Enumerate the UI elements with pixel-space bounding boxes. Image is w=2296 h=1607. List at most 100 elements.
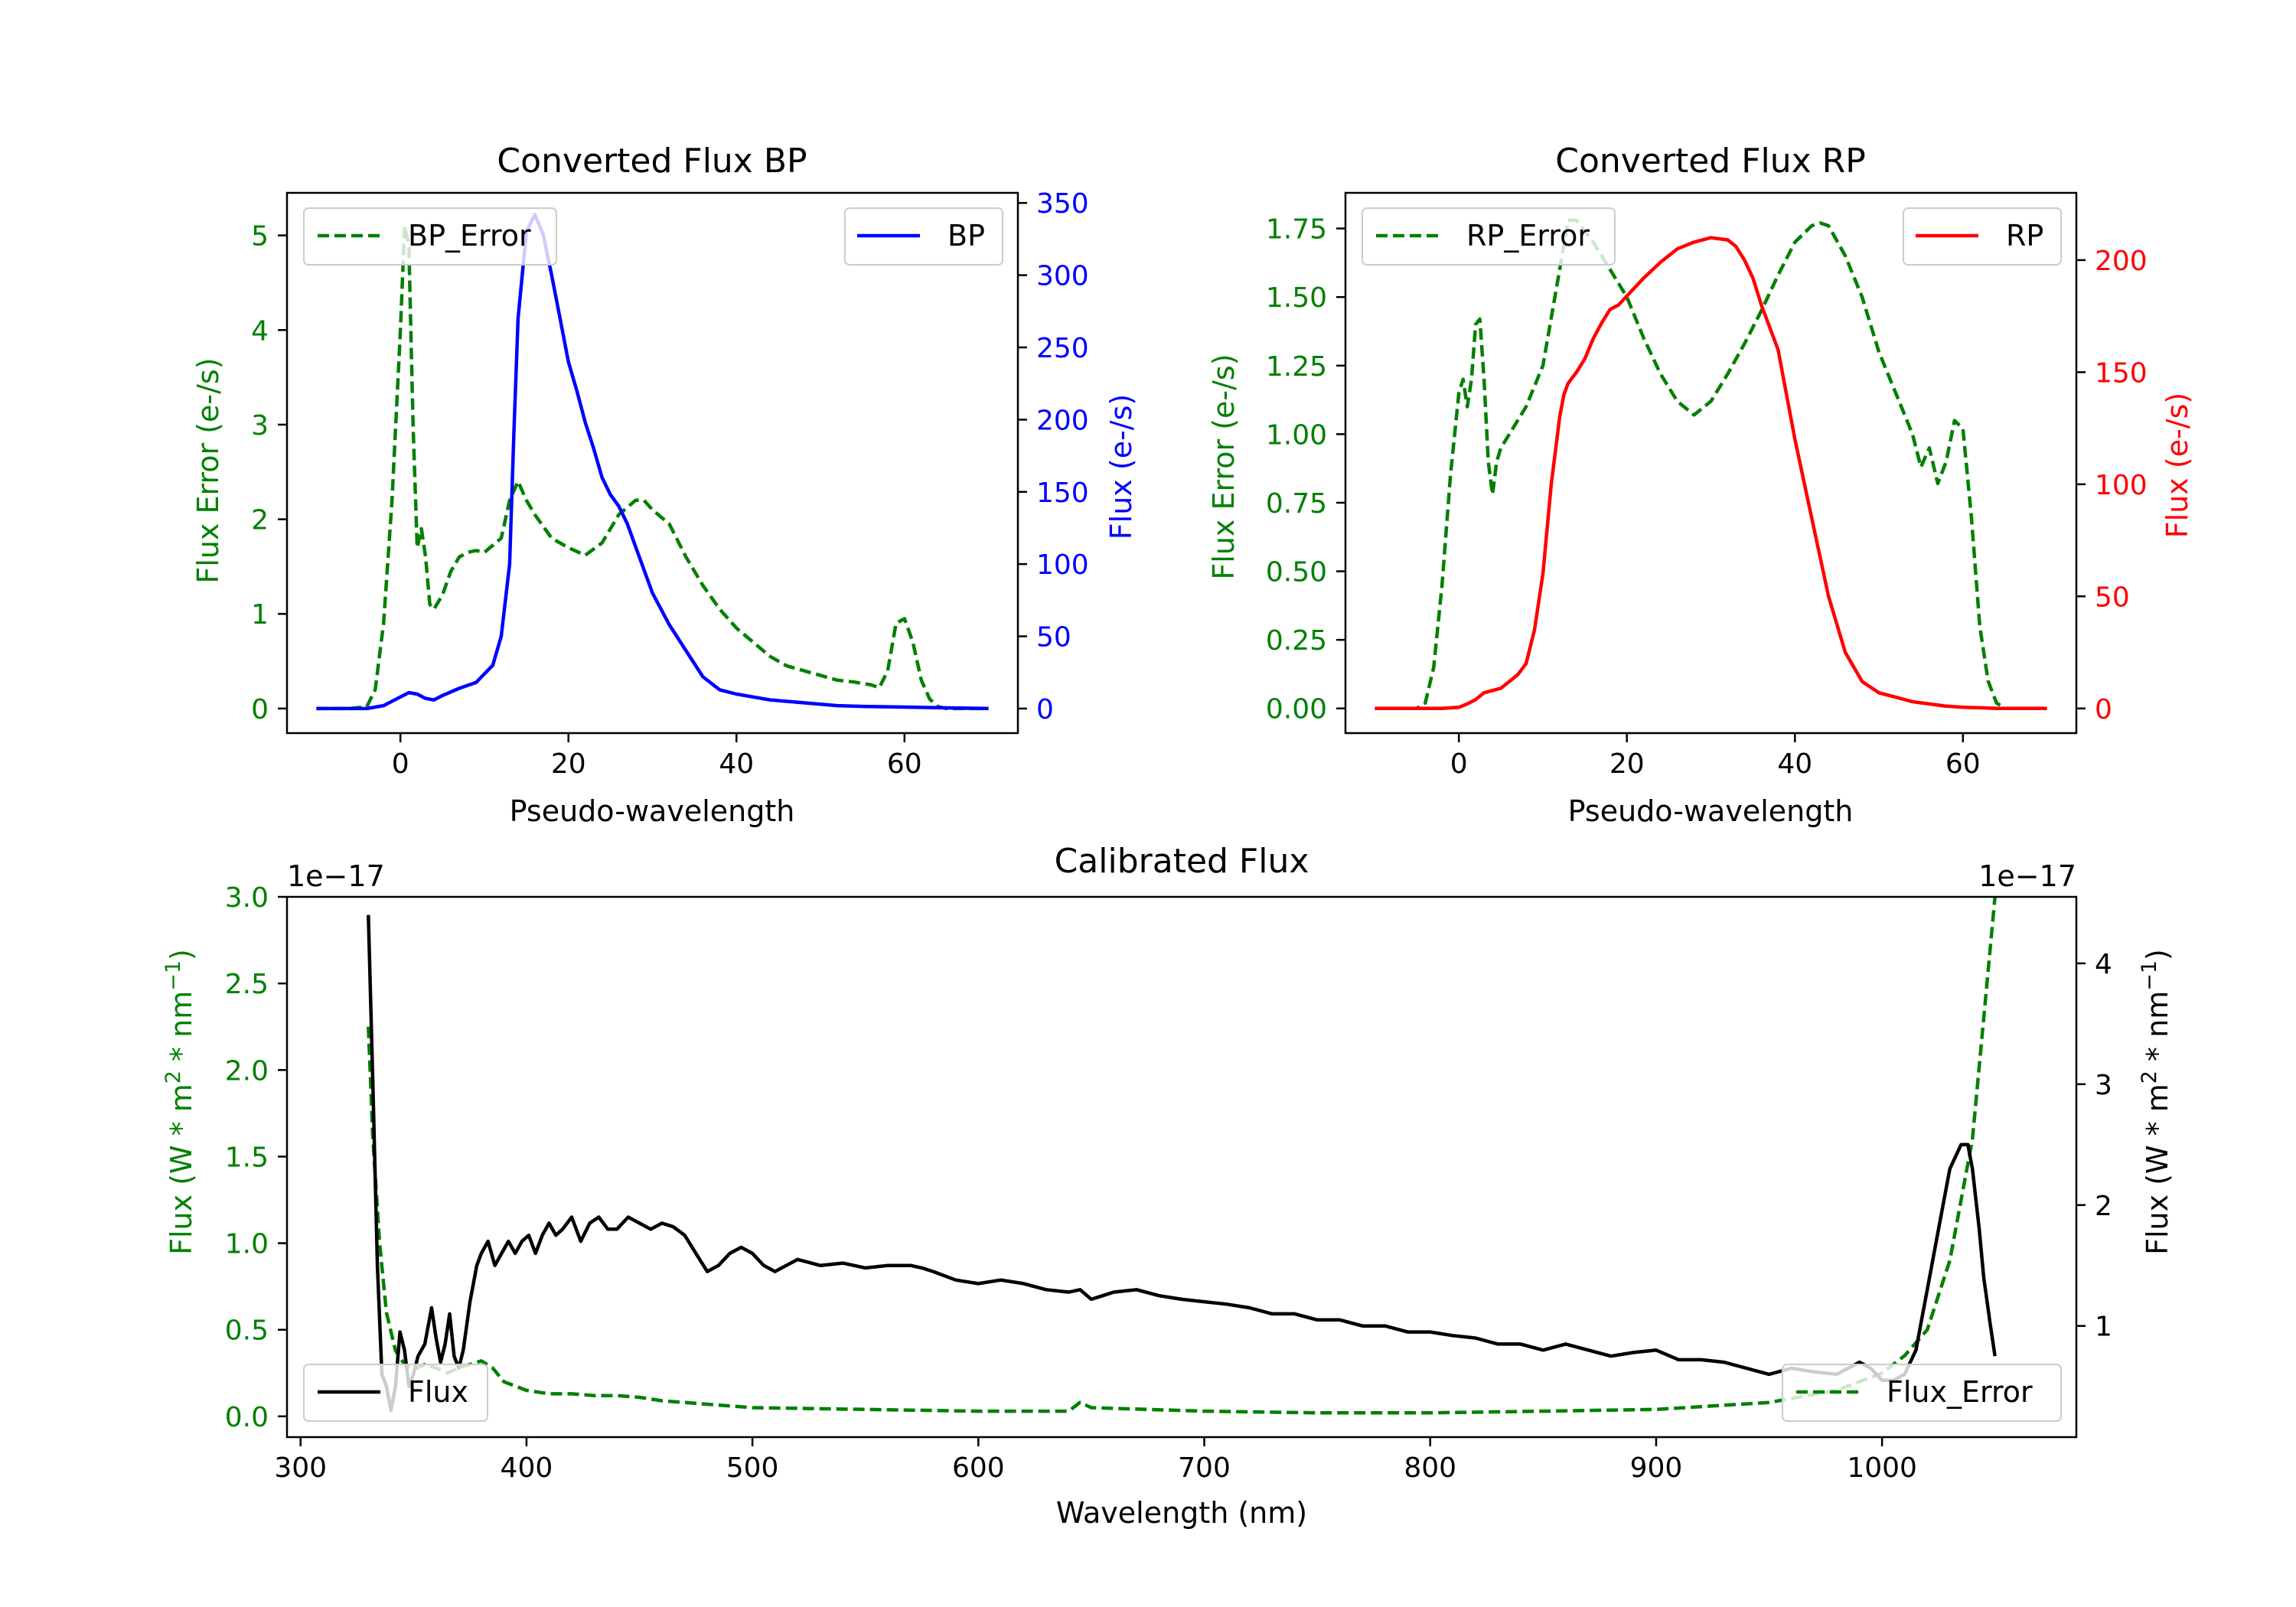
cal-y-left-tick-label: 1.5 [225,1142,269,1173]
cal-y-right-tick-label: 2 [2095,1191,2112,1222]
cal-panel: Calibrated Flux Wavelength (nm) 1e−17 1e… [161,842,2174,1530]
cal-y-right-tick-label: 3 [2095,1070,2112,1101]
bp-y-right-tick-label: 150 [1036,478,1089,509]
rp-y-left-tick-label: 0.75 [1266,488,1327,520]
rp-title: Converted Flux RP [1555,142,1866,181]
cal-y-left-tick-label: 0.5 [225,1315,269,1347]
cal-series-flux-error [367,897,1997,1415]
cal-ylabel-right-supm1: −1 [2138,960,2161,991]
cal-offset-left: 1e−17 [287,859,385,893]
cal-plot-frame [285,895,2078,1439]
rp-x-tick-label: 40 [1777,748,1812,780]
cal-offset-right: 1e−17 [1978,859,2076,893]
cal-x-tick-label: 600 [952,1452,1005,1484]
cal-ylabel-left-supm1: −1 [161,960,185,991]
bp-title: Converted Flux BP [497,142,807,181]
cal-legend-flux: Flux [303,1364,488,1422]
cal-x-tick-label: 800 [1404,1452,1456,1484]
rp-x-ticks: 0 20 40 60 [1450,733,1981,780]
cal-y-right-tick-label: 1 [2095,1312,2112,1343]
bp-y-right-tick-label: 100 [1036,549,1089,581]
cal-legend-error-label: Flux_Error [1887,1375,2033,1409]
cal-series-flux [367,914,1997,1413]
cal-ylabel-left-main: Flux (W * m [165,1084,198,1255]
rp-legend-error: RP_Error [1362,207,1616,266]
bp-x-tick-label: 60 [887,748,922,780]
cal-title: Calibrated Flux [1055,842,1309,881]
cal-ylabel-left-rest: * nm [165,991,198,1071]
rp-y-left-tick-label: 0.00 [1266,694,1327,725]
bp-y-left-tick-label: 4 [251,315,269,347]
cal-legend-error: Flux_Error [1782,1364,2062,1422]
bp-y-left-tick-label: 0 [251,694,269,725]
bp-series [316,213,989,711]
bp-y-ticks-right: 0 50 100 150 200 250 300 350 [1018,188,1089,725]
bp-y-left-tick-label: 5 [251,221,269,253]
cal-y-left-tick-label: 0.0 [225,1402,269,1433]
bp-xlabel: Pseudo-wavelength [510,794,795,828]
rp-y-left-tick-label: 1.25 [1266,351,1327,383]
rp-y-right-tick-label: 200 [2095,246,2148,277]
cal-ylabel-right-rest: * nm [2141,991,2174,1071]
rp-series [1375,218,2047,711]
rp-y-left-tick-label: 0.50 [1266,557,1327,588]
cal-legend-flux-label: Flux [408,1375,468,1409]
bp-plot-frame [285,191,1019,735]
rp-y-right-tick-label: 0 [2095,694,2112,725]
cal-y-ticks-left: 0.0 0.5 1.0 1.5 2.0 2.5 3.0 [225,882,287,1433]
rp-y-ticks-left: 0.00 0.25 0.50 0.75 1.00 1.25 1.50 1.75 [1266,214,1345,725]
bp-y-right-tick-label: 200 [1036,405,1089,436]
bp-ylabel-left: Flux Error (e-/s) [191,357,225,583]
rp-legend-flux-label: RP [2006,219,2043,253]
rp-y-left-tick-label: 1.00 [1266,419,1327,451]
rp-y-left-tick-label: 1.75 [1266,214,1327,246]
rp-y-left-tick-label: 1.50 [1266,282,1327,314]
bp-y-left-tick-label: 1 [251,599,269,631]
rp-y-right-tick-label: 150 [2095,357,2148,389]
cal-ylabel-left: Flux (W * m2 * nm−1) [161,949,198,1255]
bp-x-tick-label: 0 [392,748,409,780]
cal-x-tick-label: 400 [501,1452,553,1484]
rp-y-ticks-right: 0 50 100 150 200 [2076,246,2148,725]
cal-ylabel-right-main: Flux (W * m [2141,1084,2174,1255]
bp-y-right-tick-label: 350 [1036,188,1089,220]
bp-panel: Converted Flux BP Pseudo-wavelength Flux… [191,142,1138,828]
cal-x-ticks: 300 400 500 600 700 800 900 1000 [274,1437,1917,1484]
bp-y-ticks-left: 0 1 2 3 4 5 [251,221,287,725]
rp-x-tick-label: 0 [1450,748,1468,780]
bp-ylabel-right: Flux (e-/s) [1104,394,1138,539]
cal-x-tick-label: 900 [1630,1452,1683,1484]
bp-series-bp-error [316,224,989,711]
bp-legend-flux: BP [844,207,1003,266]
rp-legend-flux: RP [1903,207,2062,266]
cal-ylabel-right-close: ) [2141,949,2174,960]
rp-x-tick-label: 20 [1609,748,1645,780]
bp-y-right-tick-label: 0 [1036,694,1054,725]
rp-plot-frame [1344,191,2078,735]
cal-y-left-tick-label: 2.5 [225,969,269,1000]
rp-ylabel-right: Flux (e-/s) [2161,393,2194,538]
rp-series-rp [1375,236,2047,711]
rp-x-tick-label: 60 [1945,748,1981,780]
cal-ylabel-left-close: ) [165,949,198,960]
rp-y-right-tick-label: 100 [2095,470,2148,501]
cal-series [367,897,1997,1415]
cal-ylabel-right-sup2: 2 [2138,1071,2161,1084]
bp-x-tick-label: 40 [719,748,754,780]
cal-y-left-tick-label: 2.0 [225,1055,269,1087]
rp-y-right-tick-label: 50 [2095,582,2130,613]
bp-series-bp [316,213,989,711]
cal-x-tick-label: 1000 [1847,1452,1917,1484]
bp-legend-flux-label: BP [947,219,985,253]
rp-y-left-tick-label: 0.25 [1266,625,1327,657]
cal-y-left-tick-label: 3.0 [225,882,269,914]
cal-y-left-tick-label: 1.0 [225,1229,269,1260]
cal-x-tick-label: 500 [726,1452,779,1484]
cal-ylabel-left-sup2: 2 [161,1071,185,1084]
rp-xlabel: Pseudo-wavelength [1568,794,1854,828]
bp-x-tick-label: 20 [551,748,586,780]
bp-y-right-tick-label: 250 [1036,333,1089,364]
bp-y-right-tick-label: 50 [1036,622,1071,654]
bp-y-right-tick-label: 300 [1036,261,1089,292]
